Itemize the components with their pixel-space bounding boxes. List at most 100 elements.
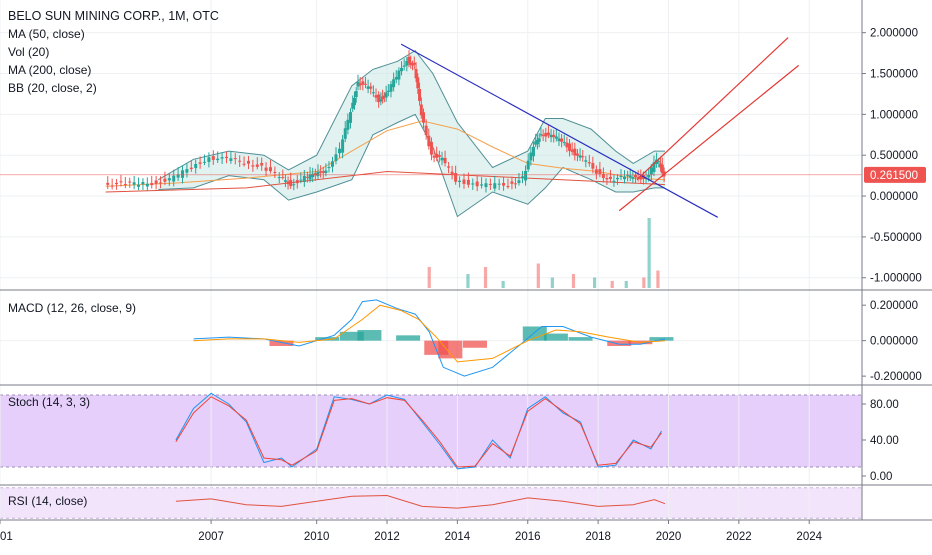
candle-body — [361, 81, 365, 85]
candle-body — [273, 171, 277, 173]
macd-histogram-bar — [396, 335, 421, 341]
candle-body — [349, 112, 353, 123]
candle-body — [346, 119, 350, 130]
candle-body — [379, 99, 383, 102]
candle-body — [386, 90, 390, 93]
candle-body — [374, 95, 378, 98]
candle-body — [471, 183, 475, 185]
candle-body — [531, 146, 535, 157]
symbol-title: BELO SUN MINING CORP., 1M, OTC — [8, 9, 219, 23]
candle-body — [313, 173, 317, 176]
price-axis-label: 0.500000 — [870, 150, 918, 162]
candle-body — [371, 92, 375, 94]
macd-axis-label: 0.000000 — [870, 336, 918, 348]
candle-body — [594, 169, 598, 174]
candle-body — [510, 181, 514, 184]
candle-body — [295, 180, 299, 184]
volume-bar — [427, 267, 431, 288]
candle-body — [334, 154, 338, 161]
candle-body — [443, 157, 447, 164]
legend-ma50: MA (50, close) — [8, 27, 85, 41]
macd-axis-label: -0.200000 — [870, 371, 922, 383]
candle-body — [517, 180, 521, 184]
macd-histogram-bar — [339, 331, 364, 341]
candle-body — [351, 102, 355, 109]
candle-body — [493, 183, 497, 189]
candle-body — [115, 182, 119, 185]
candle-body — [554, 136, 558, 139]
candle-body — [363, 83, 367, 85]
candle-body — [181, 170, 185, 178]
macd-line — [193, 299, 666, 377]
candle-body — [268, 167, 272, 172]
candle-body — [575, 153, 579, 156]
volume-bar — [466, 274, 470, 288]
candle-body — [537, 138, 541, 142]
candle-body — [475, 181, 479, 187]
candle-body — [194, 163, 198, 169]
candle-body — [480, 184, 484, 186]
candle-body — [450, 171, 454, 175]
trendline-line — [400, 43, 719, 218]
stoch-axis-label: 80.00 — [870, 399, 899, 411]
stoch-title: Stoch (14, 3, 3) — [8, 395, 90, 409]
candle-body — [381, 96, 385, 100]
time-axis-label: 2018 — [585, 531, 611, 543]
candle-body — [652, 162, 656, 172]
macd-signal-line — [193, 304, 666, 363]
candle-body — [392, 79, 396, 88]
legend-bb: BB (20, close, 2) — [8, 81, 97, 95]
macd-histogram-bar — [543, 333, 568, 341]
legend: BELO SUN MINING CORP., 1M, OTC MA (50, c… — [8, 9, 219, 95]
candle-body — [526, 160, 530, 170]
candle-body — [649, 167, 653, 175]
candle-body — [429, 141, 433, 155]
candle-body — [341, 139, 345, 153]
candle-body — [454, 172, 458, 182]
macd-histogram-bar — [607, 340, 632, 346]
candle-body — [587, 162, 591, 164]
volume-bar — [483, 267, 488, 288]
candle-body — [418, 89, 422, 101]
candle-body — [251, 165, 255, 167]
candle-body — [394, 77, 398, 80]
rsi-band — [0, 487, 862, 519]
rsi-panel[interactable] — [175, 494, 666, 509]
candle-body — [283, 180, 287, 182]
time-axis-label: 2022 — [726, 531, 752, 543]
macd-panel[interactable] — [0, 299, 862, 377]
candle-body — [176, 174, 180, 178]
panel-backgrounds — [0, 394, 862, 519]
candle-body — [437, 155, 441, 157]
candle-body — [506, 186, 510, 188]
volume-bar — [593, 277, 597, 288]
candle-body — [407, 56, 411, 64]
candle-body — [591, 163, 595, 169]
price-panel[interactable] — [0, 37, 862, 288]
candle-body — [154, 180, 158, 184]
time-axis-label: 2024 — [796, 531, 822, 543]
candle-body — [424, 125, 428, 136]
stoch-panel[interactable] — [175, 392, 662, 470]
candle-body — [581, 156, 585, 158]
candle-body — [324, 170, 328, 173]
candle-body — [647, 174, 651, 178]
candle-body — [488, 183, 492, 185]
candle-body — [308, 174, 312, 180]
candle-body — [229, 158, 233, 161]
candle-body — [356, 81, 360, 87]
candle-body — [305, 176, 309, 178]
candle-body — [242, 163, 246, 165]
candle-body — [110, 185, 114, 187]
candle-body — [427, 135, 431, 147]
candle-body — [615, 177, 619, 180]
candle-body — [286, 181, 290, 185]
candle-body — [409, 62, 413, 65]
candle-body — [416, 77, 420, 89]
candle-body — [233, 158, 237, 160]
candle-body — [145, 183, 149, 187]
candle-body — [520, 176, 524, 178]
macd-axis-label: 0.200000 — [870, 300, 918, 312]
